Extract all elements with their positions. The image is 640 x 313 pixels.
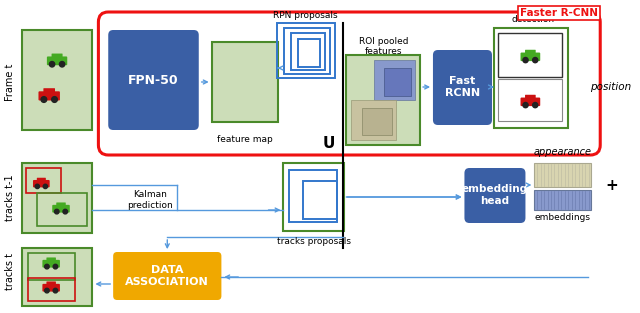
Circle shape	[532, 58, 538, 63]
Text: detection: detection	[512, 16, 555, 24]
FancyBboxPatch shape	[113, 252, 221, 300]
Circle shape	[45, 264, 49, 269]
Circle shape	[49, 62, 55, 67]
FancyBboxPatch shape	[42, 260, 60, 268]
FancyBboxPatch shape	[525, 95, 536, 100]
Text: appearance: appearance	[534, 147, 592, 157]
FancyBboxPatch shape	[108, 30, 199, 130]
Bar	[498, 33, 562, 77]
Bar	[212, 42, 278, 122]
FancyBboxPatch shape	[520, 53, 540, 61]
Bar	[291, 33, 324, 70]
Text: tracks t: tracks t	[5, 254, 15, 290]
Text: embeddings: embeddings	[535, 213, 591, 222]
Text: embedding
head: embedding head	[462, 184, 528, 206]
Bar	[303, 181, 337, 219]
FancyBboxPatch shape	[52, 54, 63, 59]
Bar	[374, 60, 415, 100]
FancyBboxPatch shape	[52, 205, 70, 213]
FancyBboxPatch shape	[37, 178, 46, 182]
Bar	[28, 253, 75, 280]
Text: Faster R-CNN: Faster R-CNN	[520, 8, 598, 18]
FancyBboxPatch shape	[520, 98, 540, 106]
FancyBboxPatch shape	[42, 284, 60, 292]
Bar	[289, 170, 337, 222]
Bar	[494, 28, 568, 128]
Bar	[384, 68, 412, 96]
Circle shape	[532, 102, 538, 108]
Circle shape	[41, 97, 47, 102]
FancyBboxPatch shape	[47, 56, 67, 65]
FancyBboxPatch shape	[56, 203, 66, 207]
Circle shape	[35, 184, 40, 188]
Circle shape	[60, 62, 65, 67]
Text: tracks t-1: tracks t-1	[5, 175, 15, 221]
FancyBboxPatch shape	[38, 91, 60, 100]
FancyBboxPatch shape	[33, 180, 50, 187]
Text: tracks proposals: tracks proposals	[277, 237, 351, 246]
Text: DATA
ASSOCIATION: DATA ASSOCIATION	[125, 265, 209, 287]
Circle shape	[523, 58, 528, 63]
FancyBboxPatch shape	[44, 88, 55, 94]
Circle shape	[53, 264, 58, 269]
Circle shape	[44, 184, 47, 188]
Bar	[298, 39, 320, 67]
Bar	[534, 163, 591, 187]
Bar	[362, 108, 392, 135]
Text: Fast
RCNN: Fast RCNN	[445, 76, 480, 98]
Text: U: U	[322, 136, 335, 151]
FancyBboxPatch shape	[525, 50, 536, 55]
Text: feature map: feature map	[217, 135, 273, 144]
FancyBboxPatch shape	[433, 50, 492, 125]
Text: FPN-50: FPN-50	[128, 74, 179, 86]
Bar	[22, 163, 93, 233]
Bar	[26, 168, 61, 193]
Circle shape	[523, 102, 528, 108]
Circle shape	[53, 288, 58, 293]
Bar	[22, 30, 93, 130]
Bar	[498, 79, 562, 121]
Bar	[28, 278, 75, 301]
Text: RPN proposals: RPN proposals	[273, 12, 337, 20]
Text: +: +	[605, 177, 618, 192]
Text: Kalman
prediction: Kalman prediction	[127, 190, 172, 210]
Bar	[278, 23, 335, 78]
Bar	[534, 190, 591, 210]
Text: Frame t: Frame t	[5, 63, 15, 101]
Bar	[284, 163, 344, 231]
Bar	[351, 100, 396, 140]
Text: ROI pooled
features: ROI pooled features	[359, 37, 408, 56]
FancyBboxPatch shape	[47, 258, 56, 262]
Bar	[37, 193, 86, 226]
FancyBboxPatch shape	[465, 168, 525, 223]
Text: position: position	[590, 82, 632, 92]
FancyBboxPatch shape	[47, 281, 56, 286]
Bar	[284, 28, 330, 74]
Circle shape	[52, 97, 58, 102]
Circle shape	[45, 288, 49, 293]
Bar	[22, 248, 93, 306]
Bar	[346, 55, 420, 145]
Circle shape	[63, 209, 68, 214]
Circle shape	[54, 209, 59, 214]
